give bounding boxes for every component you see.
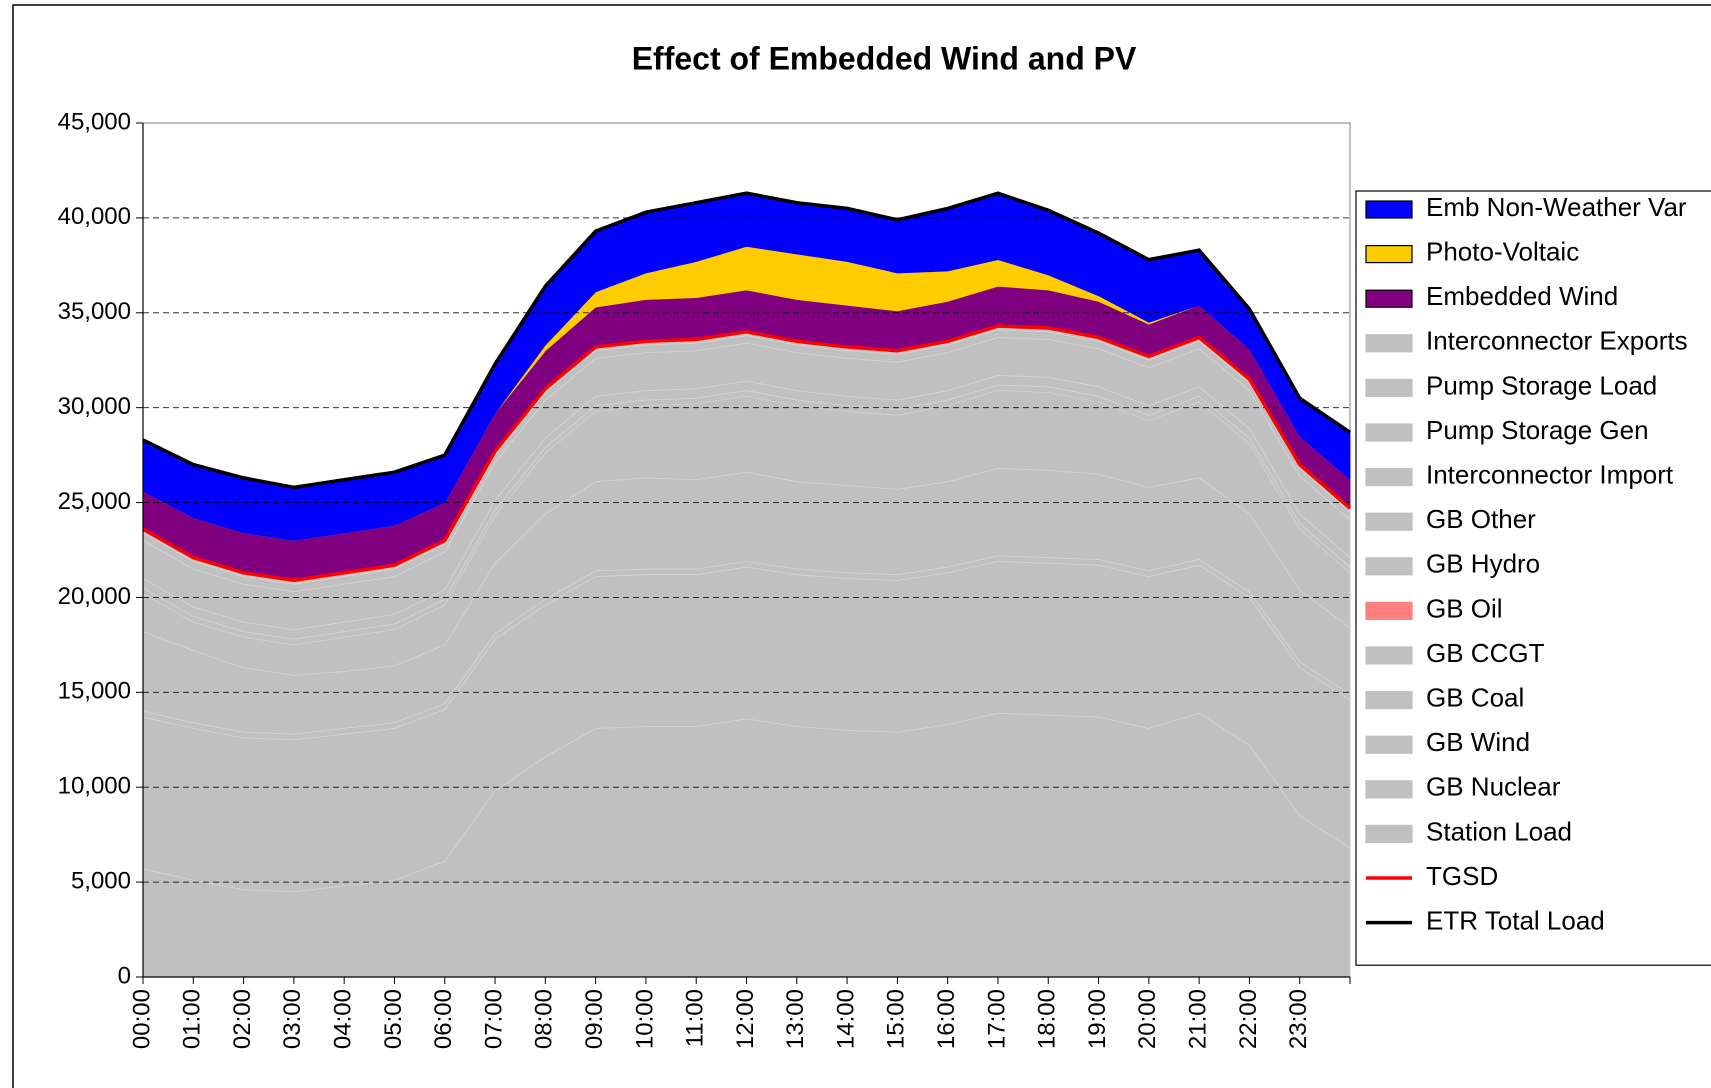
y-tick-label: 20,000 xyxy=(58,583,131,610)
legend-swatch xyxy=(1365,200,1413,219)
x-tick-label: 03:00 xyxy=(279,989,306,1049)
y-tick-label: 0 xyxy=(118,962,131,989)
x-tick-label: 07:00 xyxy=(480,989,507,1049)
x-tick-label: 16:00 xyxy=(933,989,960,1049)
legend-label: GB Oil xyxy=(1426,593,1503,623)
x-tick-label: 14:00 xyxy=(832,989,859,1049)
x-tick-label: 22:00 xyxy=(1235,989,1262,1049)
legend-swatch xyxy=(1365,334,1413,353)
x-tick-label: 11:00 xyxy=(682,989,709,1047)
x-tick-label: 13:00 xyxy=(782,989,809,1049)
legend-label: Emb Non-Weather Var xyxy=(1426,192,1687,222)
legend-swatch xyxy=(1365,289,1413,308)
legend-label: Embedded Wind xyxy=(1426,281,1618,311)
legend-swatch xyxy=(1365,780,1413,799)
legend-label: GB Nuclear xyxy=(1426,772,1561,802)
x-tick-label: 01:00 xyxy=(179,989,206,1049)
x-tick-label: 23:00 xyxy=(1285,989,1312,1049)
legend-swatch xyxy=(1365,735,1413,754)
legend-swatch xyxy=(1365,557,1413,576)
legend-swatch xyxy=(1365,824,1413,844)
legend-label: Pump Storage Gen xyxy=(1426,415,1649,445)
legend-label: GB CCGT xyxy=(1426,638,1545,668)
legend-label: Pump Storage Load xyxy=(1426,370,1657,400)
legend-label: Station Load xyxy=(1426,816,1572,846)
legend-swatch xyxy=(1365,690,1413,710)
x-tick-label: 19:00 xyxy=(1084,989,1111,1049)
y-tick-label: 45,000 xyxy=(58,108,131,135)
x-tick-label: 02:00 xyxy=(229,989,256,1049)
legend-swatch xyxy=(1365,512,1413,531)
x-tick-label: 10:00 xyxy=(631,989,658,1049)
legend-swatch xyxy=(1365,601,1413,621)
legend-swatch xyxy=(1365,646,1413,665)
legend-label: GB Other xyxy=(1426,504,1536,534)
x-tick-label: 21:00 xyxy=(1184,989,1211,1049)
line xyxy=(142,191,1351,490)
legend-label: ETR Total Load xyxy=(1426,905,1605,935)
legend-label: Interconnector Import xyxy=(1426,459,1674,489)
y-tick-label: 35,000 xyxy=(58,298,131,325)
legend-swatch xyxy=(1365,468,1413,487)
legend-label: GB Hydro xyxy=(1426,549,1540,579)
legend-label: GB Wind xyxy=(1426,727,1530,757)
legend-swatch xyxy=(1365,378,1413,397)
legend-swatch xyxy=(1365,245,1413,264)
x-tick-label: 06:00 xyxy=(430,989,457,1049)
y-tick-label: 10,000 xyxy=(58,773,131,800)
legend-label: Interconnector Exports xyxy=(1426,326,1688,356)
line xyxy=(142,324,1352,583)
x-tick-label: 00:00 xyxy=(128,989,155,1049)
y-tick-label: 5,000 xyxy=(71,867,131,894)
x-tick-label: 05:00 xyxy=(380,989,407,1049)
chart-title: Effect of Embedded Wind and PV xyxy=(632,40,1137,76)
x-tick-label: 17:00 xyxy=(983,989,1010,1049)
y-tick-label: 25,000 xyxy=(58,488,131,515)
legend-label: TGSD xyxy=(1426,861,1498,891)
x-tick-label: 15:00 xyxy=(883,989,910,1049)
y-tick-label: 40,000 xyxy=(58,203,131,230)
x-tick-label: 08:00 xyxy=(531,989,558,1049)
legend-label: Photo-Voltaic xyxy=(1426,236,1579,266)
y-tick-label: 30,000 xyxy=(58,393,131,420)
legend-swatch xyxy=(1365,423,1413,442)
y-tick-label: 15,000 xyxy=(58,678,131,705)
x-tick-label: 09:00 xyxy=(581,989,608,1049)
x-tick-label: 20:00 xyxy=(1134,989,1161,1049)
legend-box xyxy=(1355,190,1711,966)
x-tick-label: 04:00 xyxy=(330,989,357,1049)
legend-label: GB Coal xyxy=(1426,682,1524,712)
x-tick-label: 12:00 xyxy=(732,989,759,1049)
x-tick-label: 18:00 xyxy=(1034,989,1061,1049)
